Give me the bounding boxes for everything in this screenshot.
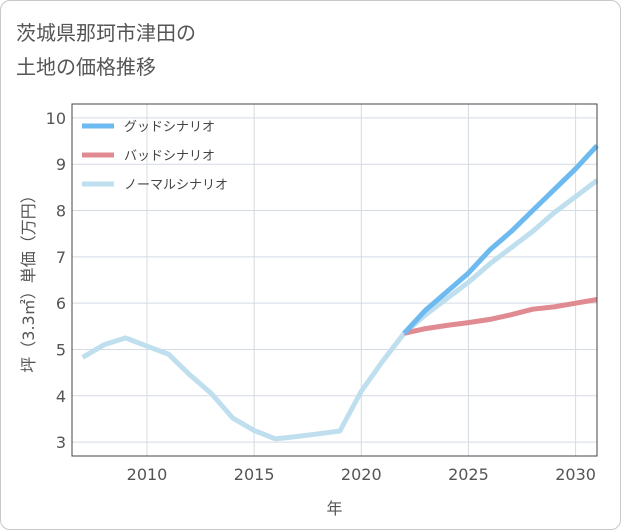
y-tick-label: 6 [56,294,66,313]
x-tick-label: 2025 [448,465,489,484]
y-tick-label: 9 [56,155,66,174]
series-line [403,297,598,336]
y-axis-ticks: 3 4 5 6 7 8 9 10 [46,109,66,452]
x-tick-label: 2030 [555,465,596,484]
chart-title: 茨城県那珂市津田の 土地の価格推移 [16,16,196,84]
x-axis-label: 年 [326,499,342,518]
series-line [402,144,599,335]
y-tick-label: 7 [56,248,66,267]
y-tick-label: 5 [56,340,66,359]
chart-title-line1: 茨城県那珂市津田の [16,21,196,45]
x-tick-label: 2020 [341,465,382,484]
legend-label: ノーマルシナリオ [124,178,228,193]
series-line [81,178,599,442]
x-tick-label: 2015 [234,465,275,484]
legend-label: グッドシナリオ [124,120,215,135]
x-tick-label: 2010 [127,465,168,484]
y-tick-label: 4 [56,387,66,406]
legend-label: バッドシナリオ [124,149,215,164]
y-axis-label: 坪（3.3㎡）単価（万円） [19,187,38,372]
series-lines [81,144,599,442]
y-tick-label: 10 [46,109,66,128]
plot-frame [71,103,598,457]
y-tick-label: 8 [56,202,66,221]
y-tick-label: 3 [56,433,66,452]
chart-title-line2: 土地の価格推移 [16,55,156,79]
x-axis-ticks: 2010 2015 2020 2025 2030 [127,465,596,484]
